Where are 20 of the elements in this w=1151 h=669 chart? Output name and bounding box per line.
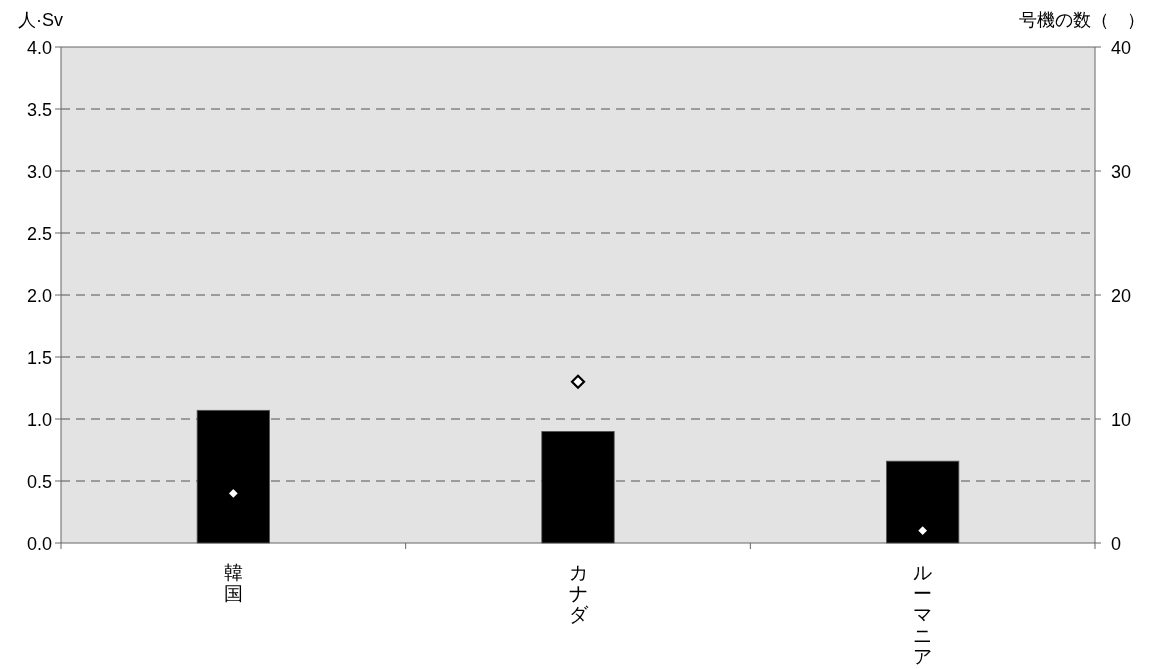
y-tick-label: 2.0 bbox=[26, 285, 52, 306]
y2-tick-label: 40 bbox=[1111, 37, 1132, 58]
y-tick-label: 0.5 bbox=[26, 471, 52, 492]
y2-tick-label: 30 bbox=[1111, 161, 1132, 182]
y2-tick-label: 0 bbox=[1111, 533, 1122, 554]
y-tick-label: 1.5 bbox=[26, 347, 52, 368]
y2-tick-label: 20 bbox=[1111, 285, 1132, 306]
point bbox=[570, 374, 586, 389]
y-tick-label: 1.0 bbox=[26, 409, 52, 430]
y2-axis-title: 号機の数（ ） bbox=[1019, 10, 1145, 30]
x-tick-label: ルーマニア bbox=[913, 562, 933, 667]
x-tick-label: カナダ bbox=[568, 562, 589, 625]
x-tick-label: 韓国 bbox=[223, 562, 243, 604]
y-tick-label: 3.0 bbox=[26, 161, 52, 182]
y-tick-label: 0.0 bbox=[26, 533, 52, 554]
y2-tick-label: 10 bbox=[1111, 409, 1132, 430]
y-tick-label: 3.5 bbox=[26, 99, 52, 120]
y-tick-label: 2.5 bbox=[26, 223, 52, 244]
y-tick-label: 4.0 bbox=[26, 37, 52, 58]
y-axis-title: 人·Sv bbox=[18, 10, 63, 30]
